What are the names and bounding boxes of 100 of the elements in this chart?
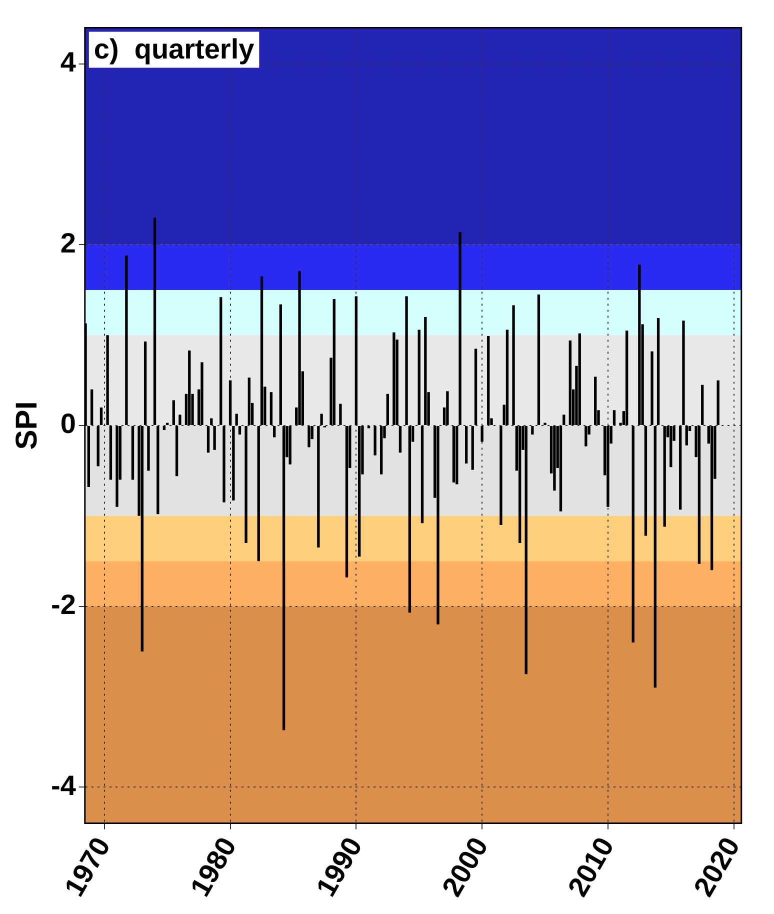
bar — [178, 414, 182, 426]
bar — [156, 426, 160, 514]
bar — [553, 426, 556, 491]
y-tick-label: 2 — [60, 227, 76, 258]
bar — [559, 426, 562, 512]
bar — [678, 426, 682, 510]
bar — [288, 426, 292, 464]
bar — [716, 380, 720, 426]
bar — [682, 320, 685, 426]
bar — [512, 305, 515, 426]
bar — [144, 341, 147, 426]
bar — [210, 418, 213, 426]
bar — [578, 333, 581, 426]
bar — [398, 426, 402, 453]
bar — [506, 330, 509, 426]
bar — [670, 426, 672, 468]
bar — [606, 426, 610, 507]
bar — [638, 264, 641, 426]
bar — [96, 426, 100, 466]
bar — [594, 376, 597, 426]
bar — [420, 426, 424, 524]
bar — [339, 404, 342, 426]
bar — [408, 426, 412, 613]
bar — [162, 426, 166, 430]
bar — [456, 426, 458, 484]
bar — [386, 394, 389, 426]
bar — [358, 426, 361, 557]
bar — [464, 426, 468, 464]
bar — [354, 296, 358, 426]
bar — [452, 426, 456, 482]
bar — [279, 304, 282, 426]
bar — [172, 400, 175, 426]
bar — [232, 426, 235, 501]
bar — [537, 294, 540, 426]
y-tick-label: 4 — [60, 46, 76, 78]
y-tick-label: -4 — [50, 770, 76, 801]
bar — [248, 378, 251, 426]
bar — [220, 297, 222, 426]
bar — [474, 348, 478, 426]
bar — [710, 426, 714, 570]
bar — [332, 298, 336, 426]
bar — [260, 276, 264, 426]
bar — [228, 380, 232, 426]
bar — [273, 426, 276, 438]
chart-title: c) quarterly — [94, 34, 255, 65]
y-tick-label: 0 — [60, 408, 76, 440]
bar — [106, 335, 109, 426]
bar — [650, 351, 654, 426]
bar — [656, 318, 660, 426]
y-axis-title: SPI — [10, 401, 44, 450]
bar — [238, 426, 242, 435]
bar — [663, 426, 666, 527]
bar — [544, 422, 546, 426]
bar — [140, 426, 144, 652]
bar — [392, 332, 396, 426]
bar — [524, 426, 528, 674]
y-tick-label: -2 — [50, 589, 76, 620]
bar — [270, 392, 273, 426]
bar — [500, 426, 502, 525]
bar — [153, 218, 156, 426]
bar — [436, 426, 440, 624]
bar — [282, 426, 286, 730]
bar — [109, 426, 112, 480]
bar — [584, 426, 588, 446]
bar — [317, 426, 320, 548]
bar — [244, 426, 248, 544]
bar — [487, 336, 490, 426]
bar — [298, 270, 301, 426]
bar — [424, 317, 427, 426]
bar — [308, 426, 310, 448]
bar — [446, 391, 449, 426]
bar — [90, 389, 94, 426]
bar — [147, 426, 150, 471]
bar — [100, 407, 103, 426]
bar — [698, 426, 701, 564]
bar — [644, 426, 648, 536]
bar — [632, 426, 634, 642]
bar — [213, 426, 216, 450]
bar — [458, 232, 462, 426]
bar — [320, 414, 323, 426]
bar — [562, 414, 566, 426]
bar — [701, 384, 704, 426]
bar — [380, 426, 383, 474]
bar — [625, 330, 628, 426]
bar — [685, 426, 688, 446]
bar — [471, 426, 474, 470]
bar — [418, 330, 420, 426]
bar — [374, 426, 376, 456]
bar — [518, 426, 522, 544]
bar — [131, 426, 134, 480]
bar — [612, 410, 616, 426]
bar — [531, 426, 534, 435]
bar — [200, 362, 204, 426]
bar — [175, 426, 178, 476]
bar — [235, 414, 238, 426]
bar — [116, 426, 118, 507]
bar — [568, 340, 572, 426]
bar — [345, 426, 348, 578]
bar — [480, 426, 484, 442]
bar — [654, 426, 656, 688]
